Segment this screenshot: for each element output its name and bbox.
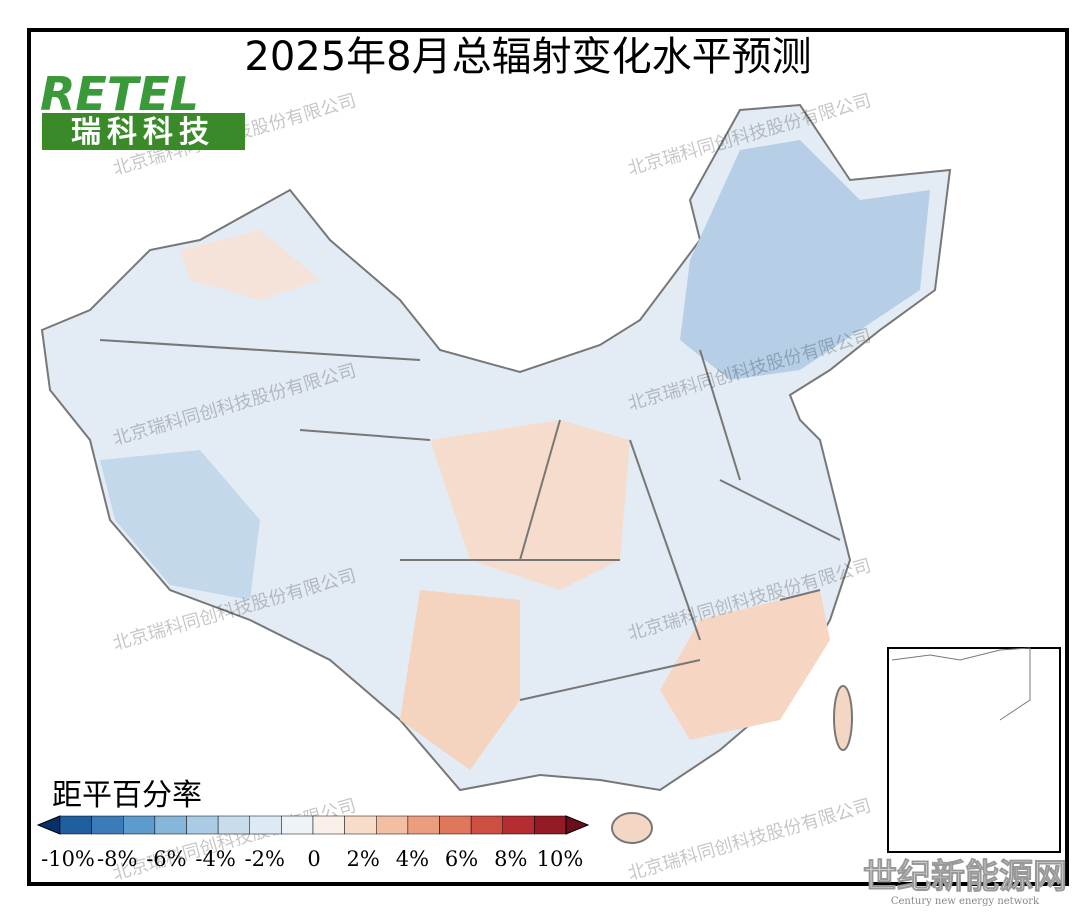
colorbar-segment <box>312 815 345 835</box>
legend-tick-label: 4% <box>396 847 429 871</box>
logo-box <box>42 113 245 150</box>
colorbar-segment <box>91 815 124 835</box>
legend-tick-label: 0 <box>307 847 320 871</box>
colorbar-segment <box>123 815 156 835</box>
legend-tick-label: 2% <box>347 847 380 871</box>
orange-region <box>430 420 630 590</box>
colorbar-segment <box>407 815 440 835</box>
inset-map <box>887 647 1061 853</box>
colorbar-segment <box>217 815 250 835</box>
legend-tick-label: 10% <box>537 847 584 871</box>
colorbar-segment <box>154 815 187 835</box>
colorbar-segment <box>281 815 314 835</box>
title: 2025年8月总辐射变化水平预测 <box>244 34 811 80</box>
province-border <box>99 339 841 701</box>
colorbar-arrow <box>565 815 590 835</box>
legend-tick-label: 6% <box>445 847 478 871</box>
taiwan <box>833 685 853 751</box>
colorbar-segment <box>249 815 282 835</box>
colorbar-segment <box>186 815 219 835</box>
legend-tick-label: -2% <box>245 847 285 871</box>
colorbar-segment <box>534 815 567 835</box>
orange-region <box>660 590 830 740</box>
colorbar-segment <box>59 815 92 835</box>
legend-tick-label: -4% <box>195 847 235 871</box>
legend-tick-label: -6% <box>146 847 186 871</box>
logo-brand: RETEL <box>40 67 199 121</box>
orange-region <box>180 230 320 300</box>
legend-tick-label: -10% <box>41 847 95 871</box>
legend-tick-label: -8% <box>97 847 137 871</box>
colorbar: -10% -8% -6% -4% -2% 0 2% 4% 6% 8% 10% <box>36 815 590 871</box>
credit-sub: Century new energy network <box>891 896 1040 907</box>
blue-region <box>680 140 930 380</box>
hainan <box>611 812 653 844</box>
china-map <box>40 103 952 844</box>
inset-coast <box>891 647 1031 721</box>
orange-region <box>400 590 520 770</box>
legend-title: 距平百分率 <box>52 778 202 813</box>
legend-tick-label: 8% <box>494 847 527 871</box>
blue-region <box>100 450 260 600</box>
colorbar-segment <box>344 815 377 835</box>
credit-name: 世纪新能源网 <box>863 857 1067 897</box>
logo-name: 瑞科科技 <box>71 115 215 150</box>
colorbar-segment <box>470 815 503 835</box>
colorbar-segment <box>439 815 472 835</box>
colorbar-segment <box>376 815 409 835</box>
colorbar-segment <box>502 815 535 835</box>
